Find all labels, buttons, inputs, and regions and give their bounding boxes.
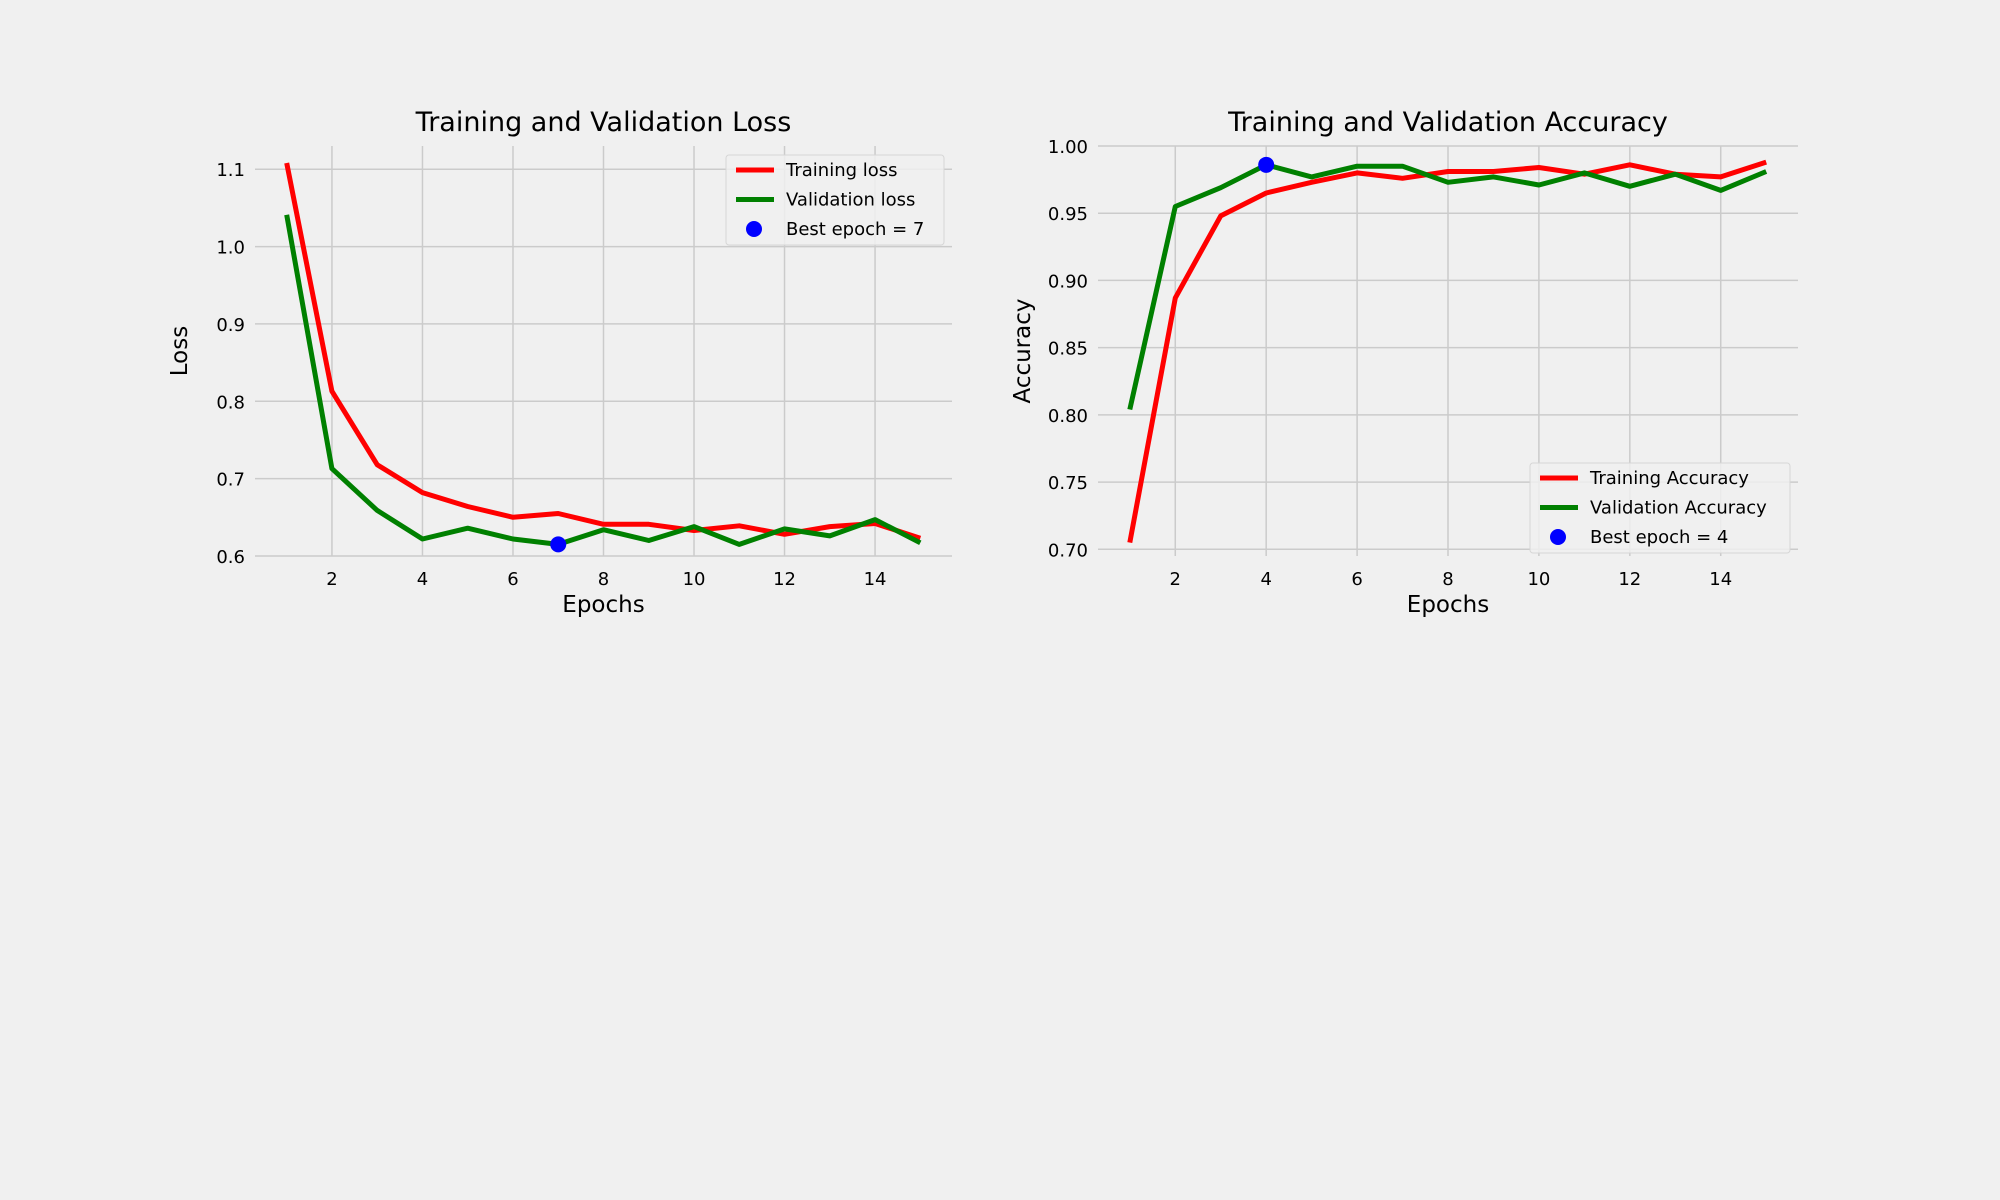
chart-1-y-tick-label: 1.00 bbox=[1048, 137, 1088, 158]
chart-0-y-tick-label: 0.9 bbox=[216, 315, 245, 336]
chart-1-legend-label: Best epoch = 4 bbox=[1590, 527, 1728, 548]
chart-0-legend: Training loss Validation loss Best epoch =… bbox=[725, 154, 945, 246]
chart-0-legend-label: Training loss bbox=[785, 160, 898, 181]
chart-0-x-tick-label: 6 bbox=[507, 569, 518, 590]
chart-0-series-validation-loss bbox=[284, 214, 922, 547]
chart-0-x-tick-label: 2 bbox=[326, 569, 337, 590]
chart-0-title: Training and Validation Loss bbox=[415, 107, 792, 138]
chart-1-legend: Training Accuracy Validation Accuracy Best… bbox=[1529, 462, 1791, 554]
chart-1-y-tick-label: 0.75 bbox=[1048, 473, 1088, 494]
chart-0-x-tick-label: 4 bbox=[417, 569, 428, 590]
chart-0-y-axis-label: Loss bbox=[167, 326, 193, 376]
chart-1-x-tick-label: 2 bbox=[1170, 569, 1181, 590]
chart-1-x-tick-label: 4 bbox=[1260, 569, 1271, 590]
accuracy-chart: 2 4 6 8 10 12 14 0.70 0.75 0.80 0.85 0.90 0.95 1.00 Tr… bbox=[1010, 107, 1798, 618]
chart-0-legend-swatch-best-epoch bbox=[746, 221, 762, 237]
chart-1-x-axis-label: Epochs bbox=[1407, 592, 1489, 618]
chart-1-series-validation-accuracy bbox=[1127, 162, 1768, 411]
chart-1-y-tick-label: 0.95 bbox=[1048, 204, 1088, 225]
chart-1-x-tick-label: 8 bbox=[1442, 569, 1453, 590]
loss-chart: 2 4 6 8 10 12 14 0.6 0.7 0.8 0.9 1.0 1.1 Training and… bbox=[167, 107, 952, 618]
chart-0-y-tick-label: 0.8 bbox=[216, 392, 245, 413]
chart-0-y-tick-label: 1.0 bbox=[216, 238, 245, 259]
chart-0-legend-box bbox=[725, 154, 945, 246]
chart-1-y-tick-label: 0.70 bbox=[1048, 540, 1088, 561]
chart-0-legend-label: Validation loss bbox=[786, 190, 915, 211]
chart-1-legend-label: Training Accuracy bbox=[1589, 468, 1749, 489]
chart-0-y-tick-label: 0.6 bbox=[216, 547, 245, 568]
chart-1-y-tick-label: 0.85 bbox=[1048, 339, 1088, 360]
chart-1-title: Training and Validation Accuracy bbox=[1227, 107, 1668, 138]
chart-0-best-epoch-marker bbox=[550, 536, 567, 553]
chart-1-y-tick-label: 0.90 bbox=[1048, 271, 1088, 292]
chart-1-legend-label: Validation Accuracy bbox=[1590, 498, 1767, 519]
chart-1-series-training-accuracy bbox=[1127, 159, 1767, 544]
chart-0-x-tick-label: 14 bbox=[864, 569, 887, 590]
chart-1-x-tick-label: 6 bbox=[1351, 569, 1362, 590]
chart-1-y-axis-label: Accuracy bbox=[1010, 298, 1036, 403]
chart-0-x-tick-label: 10 bbox=[683, 569, 706, 590]
chart-1-x-tick-label: 14 bbox=[1709, 569, 1732, 590]
chart-0-legend-label: Best epoch = 7 bbox=[786, 219, 924, 240]
chart-1-legend-box bbox=[1529, 462, 1791, 554]
chart-0-x-axis-label: Epochs bbox=[562, 592, 644, 618]
chart-0-y-tick-label: 1.1 bbox=[216, 160, 245, 181]
chart-0-x-tick-label: 8 bbox=[598, 569, 609, 590]
chart-0-y-tick-label: 0.7 bbox=[216, 470, 245, 491]
chart-1-y-tick-label: 0.80 bbox=[1048, 406, 1088, 427]
chart-1-legend-swatch-best-epoch bbox=[1550, 529, 1566, 545]
chart-1-x-tick-label: 12 bbox=[1618, 569, 1641, 590]
chart-0-series-training-loss bbox=[284, 162, 922, 541]
chart-1-best-epoch-marker bbox=[1258, 156, 1275, 173]
chart-0-x-tick-label: 12 bbox=[773, 569, 796, 590]
chart-1-x-tick-label: 10 bbox=[1527, 569, 1550, 590]
